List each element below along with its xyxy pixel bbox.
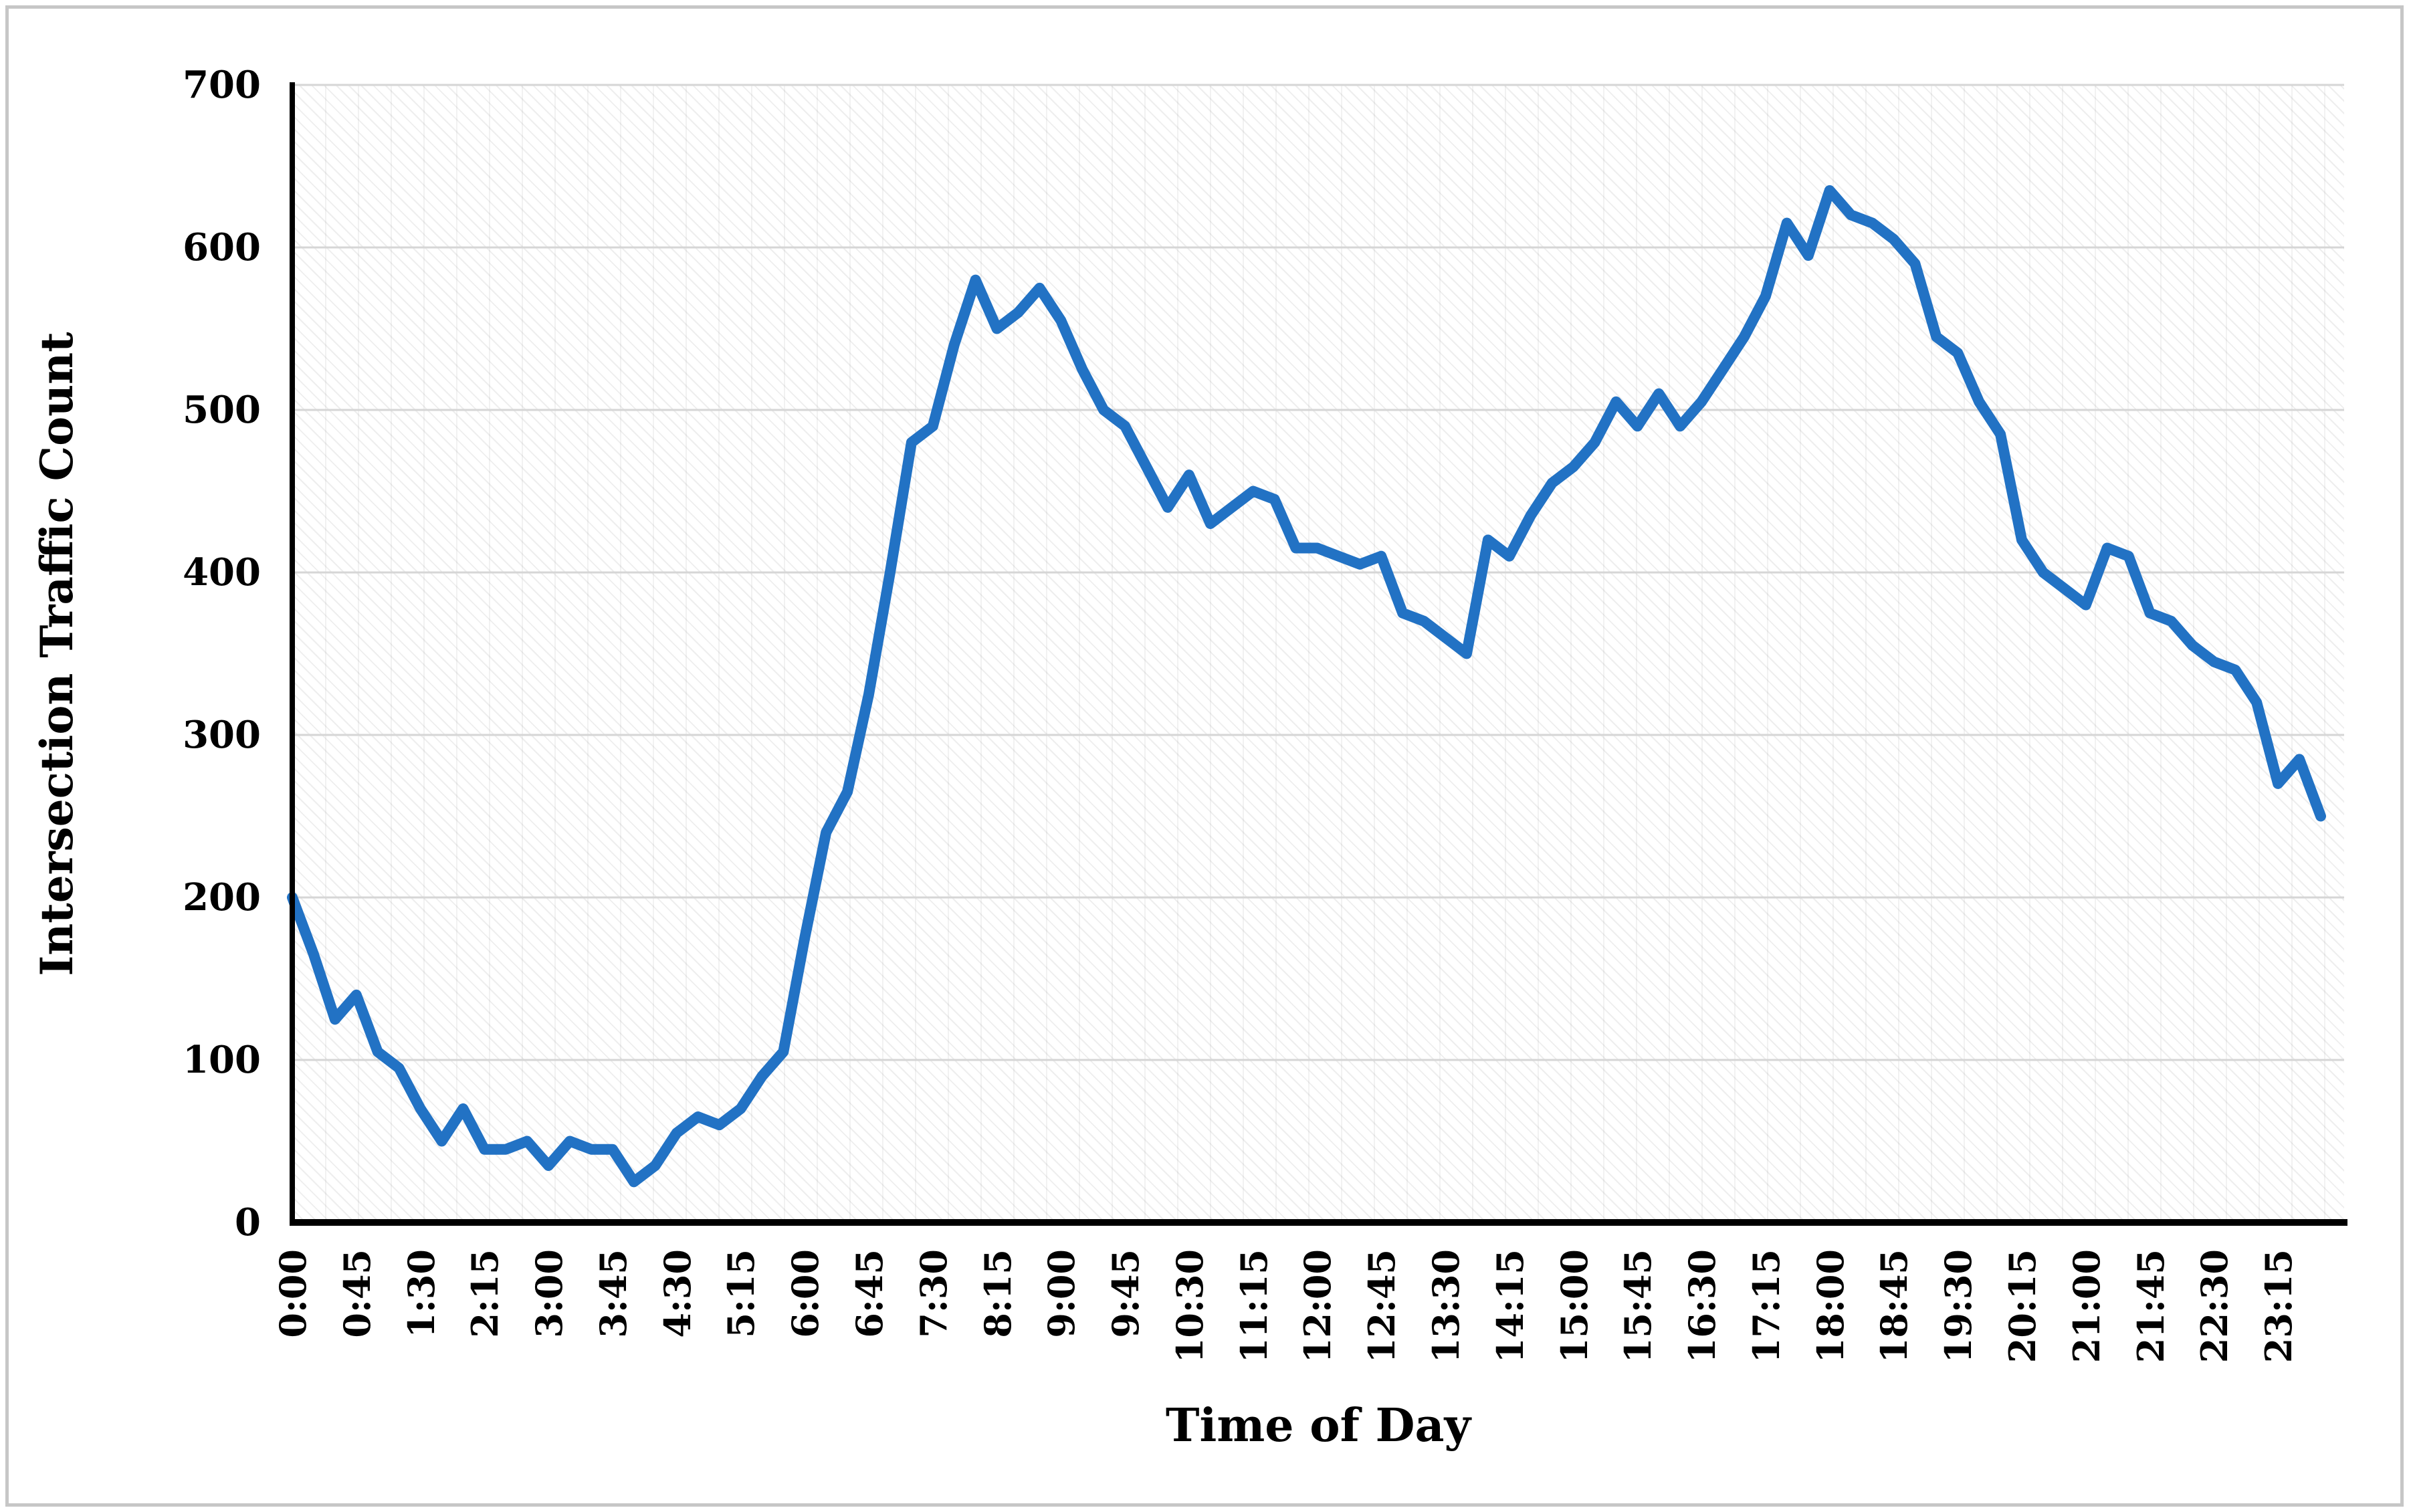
y-tick-label: 0 (235, 1200, 261, 1245)
x-tick-label: 9:00 (1040, 1249, 1083, 1338)
x-tick-label: 2:15 (463, 1249, 507, 1338)
x-tick-label: 17:15 (1744, 1249, 1788, 1364)
x-tick-label: 20:15 (2001, 1249, 2045, 1364)
x-tick-label: 13:30 (1425, 1249, 1468, 1364)
x-tick-label: 8:15 (976, 1249, 1019, 1338)
x-tick-label: 18:45 (1873, 1249, 1916, 1364)
x-tick-label: 15:45 (1616, 1249, 1660, 1364)
y-tick-label: 700 (183, 63, 261, 107)
x-tick-label: 9:45 (1104, 1249, 1148, 1338)
x-tick-label: 3:00 (528, 1249, 571, 1338)
x-tick-label: 5:15 (720, 1249, 763, 1338)
x-tick-label: 23:15 (2257, 1249, 2301, 1364)
x-tick-label: 21:45 (2129, 1249, 2172, 1364)
x-tick-label: 18:00 (1808, 1249, 1852, 1364)
x-tick-label: 7:30 (912, 1249, 955, 1338)
x-tick-label: 0:00 (272, 1249, 314, 1338)
y-tick-label: 100 (183, 1038, 261, 1082)
x-tick-label: 22:30 (2193, 1249, 2236, 1364)
x-tick-label: 0:45 (335, 1249, 379, 1338)
x-tick-label: 1:30 (399, 1249, 443, 1338)
horizontal-gridlines (292, 84, 2344, 1061)
x-tick-label: 6:45 (848, 1249, 891, 1338)
x-tick-label: 15:00 (1552, 1249, 1596, 1364)
y-tick-label: 400 (183, 550, 261, 595)
y-tick-label: 500 (183, 388, 261, 432)
y-tick-label: 200 (183, 875, 261, 920)
x-tick-label: 12:45 (1360, 1249, 1404, 1364)
x-tick-label: 11:15 (1232, 1249, 1275, 1364)
y-axis-title: Intersection Traffic Count (31, 332, 83, 976)
x-tick-label: 6:00 (784, 1249, 827, 1338)
y-tick-label: 600 (183, 225, 261, 269)
y-tick-label: 300 (183, 713, 261, 757)
traffic-series-line (287, 185, 2326, 1188)
x-tick-label: 19:30 (1937, 1249, 1980, 1364)
x-tick-label: 3:45 (591, 1249, 635, 1338)
x-tick-label: 14:15 (1488, 1249, 1532, 1364)
x-tick-label: 10:30 (1168, 1249, 1211, 1364)
x-tick-label: 16:30 (1681, 1249, 1724, 1364)
x-tick-label: 21:00 (2065, 1249, 2108, 1364)
x-axis-title: Time of Day (1165, 1399, 1471, 1452)
x-tick-label: 12:00 (1296, 1249, 1340, 1364)
plot-area (292, 85, 2344, 1222)
x-tick-label: 4:30 (655, 1249, 699, 1338)
